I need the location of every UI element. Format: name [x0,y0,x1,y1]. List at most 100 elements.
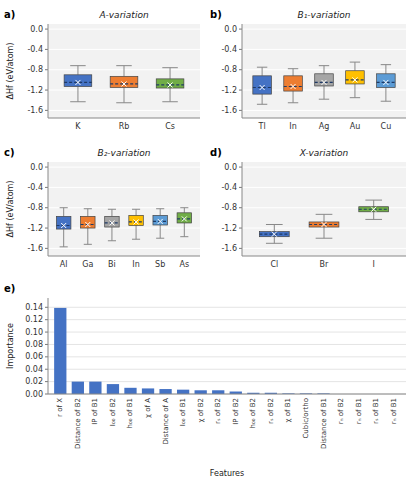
box [64,75,92,87]
category-label: Distance of B1 [320,398,328,449]
y-axis-line [48,298,49,394]
grid-line [48,207,200,208]
category-label: χ of B1 [284,398,292,423]
whisker [136,226,137,240]
grid-line [48,187,200,188]
y-axis-label: ΔHf (eV/atom) [6,181,15,238]
tick-label: -0.8 [27,65,43,74]
grid-line [48,381,406,382]
whisker-cap [180,207,188,208]
grid-line [48,332,406,333]
whisker-cap [316,214,333,215]
whisker [324,214,325,222]
whisker [136,209,137,215]
bar [54,308,66,394]
category-label: Cl [270,260,278,269]
x-axis-label: Features [210,469,244,478]
whisker-cap [266,224,283,225]
whisker-cap [70,101,85,102]
category-label: h₀₀ of B1 [126,398,134,429]
category-label: IP of B1 [91,398,99,425]
grid-line [48,307,406,308]
whisker-cap [288,68,298,69]
box [315,74,334,86]
whisker-cap [60,207,68,208]
y-axis-line [242,24,243,118]
mean-marker [134,219,139,224]
y-axis-label: Importance [6,323,15,369]
whisker [170,88,171,102]
panel: 0.0-0.4-0.8-1.2-1.6KRbCsA-variationa)ΔHf… [4,9,200,131]
panel: 0.0-0.4-0.8-1.2-1.6AlGaBiInSbAsB₂-variat… [4,147,200,269]
title: B₁-variation [298,10,351,20]
box [259,232,289,237]
plot-background [242,162,406,256]
bar [195,390,207,394]
whisker-cap [350,62,360,63]
tick-label: -1.6 [27,106,43,115]
grid-line [48,356,406,357]
box [110,76,138,87]
tick-label: 0.0 [30,25,43,34]
bar [89,382,101,394]
tick-label: 0.08 [25,340,43,349]
bar [177,390,189,394]
mean-marker [75,80,80,85]
marks [253,62,395,104]
category-label: Al [60,260,68,269]
mean-marker [272,232,277,237]
whisker-cap [365,219,382,220]
whisker [354,62,355,71]
y-axis-line [242,162,243,256]
tick-label: 0.0 [30,163,43,172]
whisker [324,66,325,74]
mean-marker [85,222,90,227]
whisker [385,65,386,74]
category-label: Distance of B2 [74,398,82,449]
grid-line [48,344,406,345]
grid-line [48,49,200,50]
box [309,222,339,227]
mean-marker [371,207,376,212]
grid-line [242,248,406,249]
grid-line [242,187,406,188]
category-label: rₛ of B2 [214,398,222,424]
category-label: Br [320,260,329,269]
whisker-cap [316,238,333,239]
category-label: I₀₀ of B2 [109,398,117,426]
mean-marker [168,82,173,87]
tick-label: -1.2 [221,86,237,95]
whisker [77,86,78,101]
x-axis-line [48,394,406,395]
whisker-cap [116,102,131,103]
whisker [324,86,325,99]
tick-label: -1.6 [221,106,237,115]
whisker [87,209,88,217]
grid-line [48,29,200,30]
category-label: I [373,260,375,269]
grid-line [48,167,200,168]
tick-label: -0.8 [27,203,43,212]
mean-marker [182,216,187,221]
whisker [184,208,185,213]
tick-label: 0.14 [25,303,43,312]
whisker-cap [319,65,329,66]
box [284,76,303,91]
whisker [160,209,161,216]
whisker [262,94,263,104]
category-label: Cu [381,122,392,131]
category-label: rₙ of B2 [337,398,345,424]
y-axis-label: ΔHf (eV/atom) [6,43,15,100]
grid-line [242,110,406,111]
whisker [124,66,125,77]
mean-marker [158,219,163,224]
box [177,213,191,223]
box [129,215,143,225]
tick-label: -0.8 [221,203,237,212]
x-axis-line [242,118,406,119]
whisker-cap [108,240,116,241]
x-axis-line [242,256,406,257]
category-label: I₀₀ of B1 [179,398,187,426]
category-label: χ of A [144,398,152,418]
panel: 0.0-0.4-0.8-1.2-1.6TlInAgAuCuB₁-variatio… [210,9,406,131]
